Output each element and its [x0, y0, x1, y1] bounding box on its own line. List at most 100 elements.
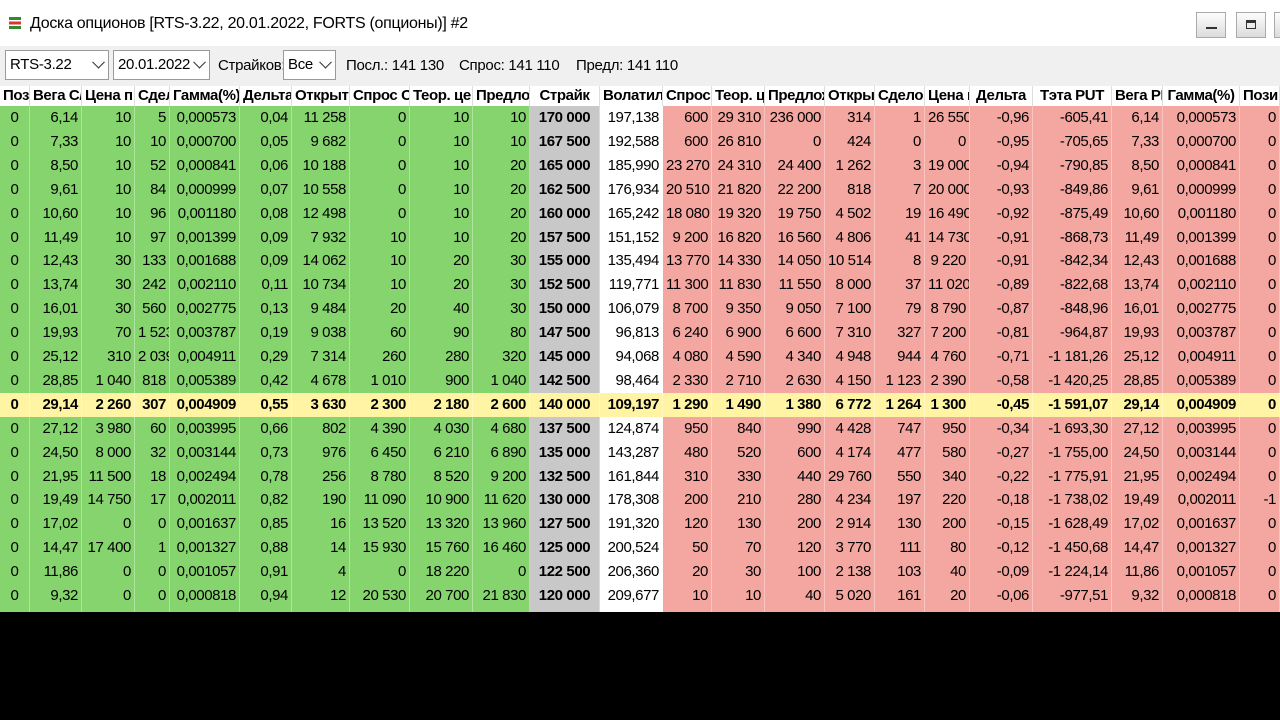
cell: 9 200	[663, 225, 712, 250]
strikes-select[interactable]: Все	[283, 50, 336, 80]
cell: 0	[0, 392, 30, 417]
cell: 127 500	[530, 512, 600, 537]
cell: 20	[663, 560, 712, 584]
cell: 0	[82, 560, 135, 584]
cell: -822,68	[1033, 273, 1112, 298]
cell: 0	[1240, 560, 1280, 584]
cell: 19 320	[712, 201, 765, 226]
cell: 11 020	[925, 273, 970, 298]
column-header: Теор. ц	[712, 86, 765, 106]
cell: 0	[350, 560, 410, 584]
cell: 122 500	[530, 560, 600, 584]
cell: 0	[0, 106, 30, 130]
cell: 0,001180	[1163, 201, 1240, 226]
cell: 950	[663, 416, 712, 441]
cell: 14,47	[1112, 536, 1163, 561]
cell: 0,06	[240, 153, 292, 178]
cell: 11 620	[473, 488, 530, 513]
cell: -1 591,07	[1033, 392, 1112, 417]
cell: -1 755,00	[1033, 440, 1112, 465]
cell: 0	[135, 560, 170, 584]
cell: 12 498	[292, 201, 350, 226]
cell: -964,87	[1033, 321, 1112, 345]
cell: 155 000	[530, 249, 600, 274]
cell: 0,002110	[170, 273, 240, 298]
cell: 560	[135, 297, 170, 322]
cell: 1 264	[875, 392, 925, 417]
cell: 17 400	[82, 536, 135, 561]
cell: -0,87	[970, 297, 1033, 322]
cell: 19	[875, 201, 925, 226]
cell: 124,874	[600, 416, 663, 441]
cell: -848,96	[1033, 297, 1112, 322]
cell: 944	[875, 345, 925, 369]
instrument-select[interactable]: RTS-3.22	[5, 50, 109, 80]
cell: 1 300	[925, 392, 970, 417]
cell: 0,000818	[1163, 584, 1240, 608]
cell: 4 030	[410, 416, 473, 441]
cell: 8	[875, 249, 925, 274]
cell: 220	[925, 488, 970, 513]
cell: 10	[473, 129, 530, 154]
column-header: Гамма(%)	[1163, 86, 1240, 106]
cell: 0,005389	[1163, 368, 1240, 393]
cell: 9 484	[292, 297, 350, 322]
minimize-button[interactable]	[1196, 12, 1226, 38]
close-button[interactable]	[1274, 12, 1280, 38]
cell: 16,01	[30, 297, 82, 322]
cell: 11 550	[765, 273, 825, 298]
cell: -0,95	[970, 129, 1033, 154]
ask-price: Предл: 141 110	[576, 57, 678, 74]
maximize-button[interactable]	[1236, 12, 1266, 38]
cell: 151,152	[600, 225, 663, 250]
cell: 0,82	[240, 488, 292, 513]
cell: 10	[82, 225, 135, 250]
cell: 0,001637	[1163, 512, 1240, 537]
cell: 0,88	[240, 536, 292, 561]
cell: -1 738,02	[1033, 488, 1112, 513]
cell: 10	[410, 153, 473, 178]
cell: 98,464	[600, 368, 663, 393]
cell: 96	[135, 201, 170, 226]
cell: 7,33	[30, 129, 82, 154]
cell: 23 270	[663, 153, 712, 178]
cell: 0,001399	[170, 225, 240, 250]
cell: 0,002775	[170, 297, 240, 322]
cell: 6,14	[30, 106, 82, 130]
bid-price: Спрос: 141 110	[459, 57, 560, 74]
column-header: Дельта	[240, 86, 292, 106]
cell: 18 220	[410, 560, 473, 584]
cell: 20 510	[663, 177, 712, 202]
cell: 0	[0, 153, 30, 178]
cell: 0	[0, 249, 30, 274]
cell: 28,85	[30, 368, 82, 393]
cell: 6,14	[1112, 106, 1163, 130]
cell: 236 000	[765, 106, 825, 130]
cell: -0,89	[970, 273, 1033, 298]
cell: 0	[1240, 249, 1280, 274]
cell: 20	[350, 297, 410, 322]
cell: 1 040	[82, 368, 135, 393]
cell: 50	[663, 536, 712, 561]
cell: 0	[1240, 416, 1280, 441]
column-header: Гамма(%)	[170, 86, 240, 106]
cell: 4 502	[825, 201, 875, 226]
cell: 29,14	[30, 392, 82, 417]
cell: 200	[925, 512, 970, 537]
title-bar: Доска опционов [RTS-3.22, 20.01.2022, FO…	[0, 0, 1280, 46]
cell: 21 830	[473, 584, 530, 608]
cell: 210	[712, 488, 765, 513]
cell: 119,771	[600, 273, 663, 298]
cell: 580	[925, 440, 970, 465]
cell: 0	[1240, 225, 1280, 250]
date-select[interactable]: 20.01.2022	[113, 50, 210, 80]
cell: 0,004911	[1163, 345, 1240, 369]
cell: 440	[765, 464, 825, 489]
cell: 3 980	[82, 416, 135, 441]
cell: 1 380	[765, 392, 825, 417]
cell: 8 000	[82, 440, 135, 465]
cell: 0,73	[240, 440, 292, 465]
cell: 10	[663, 584, 712, 608]
cell: 192,588	[600, 129, 663, 154]
cell: 41	[875, 225, 925, 250]
